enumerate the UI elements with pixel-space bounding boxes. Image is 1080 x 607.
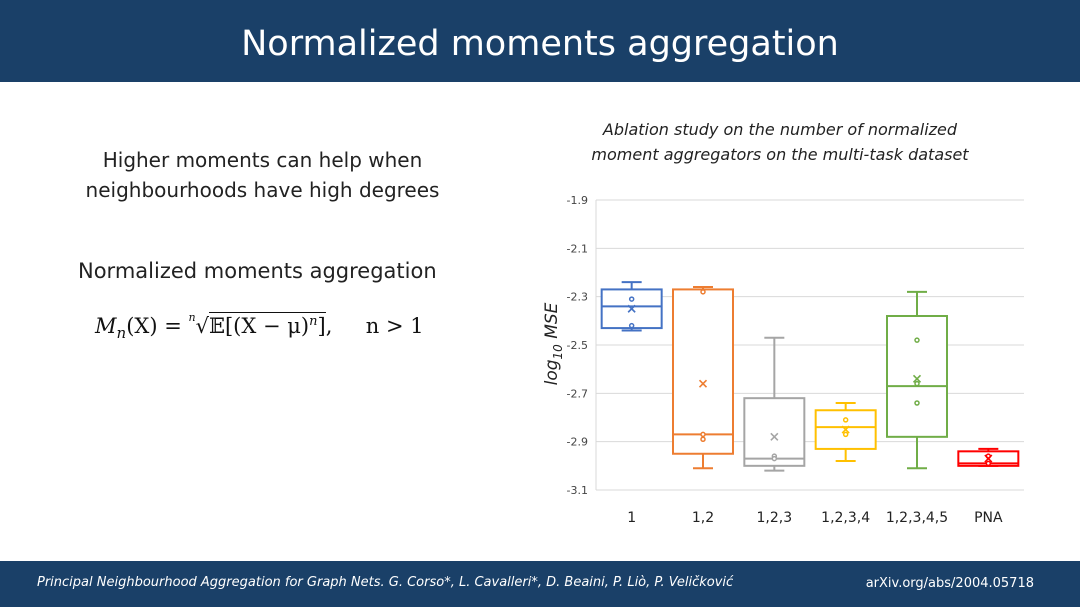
data-point [914, 380, 920, 387]
formula-radicand: 𝔼[(X − μ)n] [208, 312, 326, 338]
x-tick-label: PNA [974, 510, 1003, 526]
grid-layer: -1.9 -2.1 -2.3 -2.5 -2.7 -2.9 -3.1 [567, 194, 1024, 497]
x-tick-label: 1,2,3,4 [821, 510, 870, 526]
formula-root-index: n [188, 311, 196, 324]
x-tick-label: 1,2,3 [757, 510, 793, 526]
arxiv-link: arXiv.org/abs/2004.05718 [865, 576, 1034, 591]
formula-arg: (X) = [126, 314, 189, 338]
radicand-body: 𝔼[(X − μ) [208, 314, 310, 338]
y-tick-label: -1.9 [567, 194, 588, 207]
data-point [914, 400, 920, 406]
y-tick-label: -2.7 [567, 387, 588, 400]
x-tick-label: 1,2,3,4,5 [886, 510, 948, 526]
formula-power: n [309, 314, 318, 329]
mean-marker [627, 304, 636, 313]
data-point [700, 289, 706, 295]
data-point [842, 431, 849, 438]
intro-line-1: Higher moments can help when [102, 148, 423, 172]
slide-title: Normalized moments aggregation [241, 24, 839, 64]
y-axis-label-suffix: MSE [542, 302, 562, 344]
mean-marker [770, 432, 779, 441]
data-point [628, 322, 635, 329]
box-body [672, 288, 734, 455]
slide-footer: Principal Neighbourhood Aggregation for … [0, 561, 1080, 607]
box-6: PNA [957, 447, 1020, 526]
box-layer: 1 1,2 1,2,3 1,2,3,4 1,2,3,4,5 PNA [600, 281, 1020, 526]
intro-text: Higher moments can help when neighbourho… [60, 145, 465, 205]
y-tick-label: -3.1 [567, 484, 588, 497]
mean-marker [841, 425, 850, 434]
chart-title-line-1: Ablation study on the number of normaliz… [602, 120, 958, 139]
y-axis-label-log: log [542, 359, 562, 385]
data-point [700, 431, 706, 438]
mean-marker [912, 374, 922, 383]
formula-heading: Normalized moments aggregation [78, 259, 437, 283]
formula-sub: n [116, 324, 127, 343]
mean-marker [698, 379, 708, 388]
intro-line-2: neighbourhoods have high degrees [85, 178, 440, 202]
data-point [842, 417, 849, 423]
box-body [886, 315, 948, 438]
box-4: 1,2,3,4 [814, 402, 877, 526]
box-3: 1,2,3 [743, 336, 806, 526]
slide-header: Normalized moments aggregation [0, 0, 1080, 82]
chart-title-line-2: moment aggregators on the multi-task dat… [591, 145, 969, 164]
data-point [628, 296, 635, 302]
y-axis-label: log10 MSE [542, 302, 565, 385]
chart-title: Ablation study on the number of normaliz… [560, 117, 1000, 167]
mean-marker [984, 454, 993, 463]
citation-text: Principal Neighbourhood Aggregation for … [37, 575, 734, 590]
radical-sign: √ [195, 314, 209, 338]
formula-condition: , n > 1 [325, 314, 424, 338]
box-1: 1 [600, 281, 663, 526]
box-5: 1,2,3,4,5 [886, 290, 948, 526]
x-tick-label: 1,2 [692, 510, 714, 526]
y-tick-label: -2.5 [567, 339, 588, 352]
data-point [985, 460, 992, 467]
y-axis-label-sub: 10 [551, 344, 565, 360]
box-2: 1,2 [672, 286, 734, 526]
x-tick-label: 1 [627, 510, 636, 526]
data-point [700, 436, 706, 442]
data-point [914, 337, 920, 343]
y-tick-label: -2.9 [567, 436, 588, 449]
y-tick-label: -2.3 [567, 291, 588, 304]
formula-lhs: M [95, 314, 117, 338]
y-tick-label: -2.1 [567, 242, 588, 255]
radicand-close: ] [317, 314, 326, 338]
data-point [771, 455, 778, 462]
moment-formula: Mn(X) = n√𝔼[(X − μ)n], n > 1 [95, 311, 424, 343]
